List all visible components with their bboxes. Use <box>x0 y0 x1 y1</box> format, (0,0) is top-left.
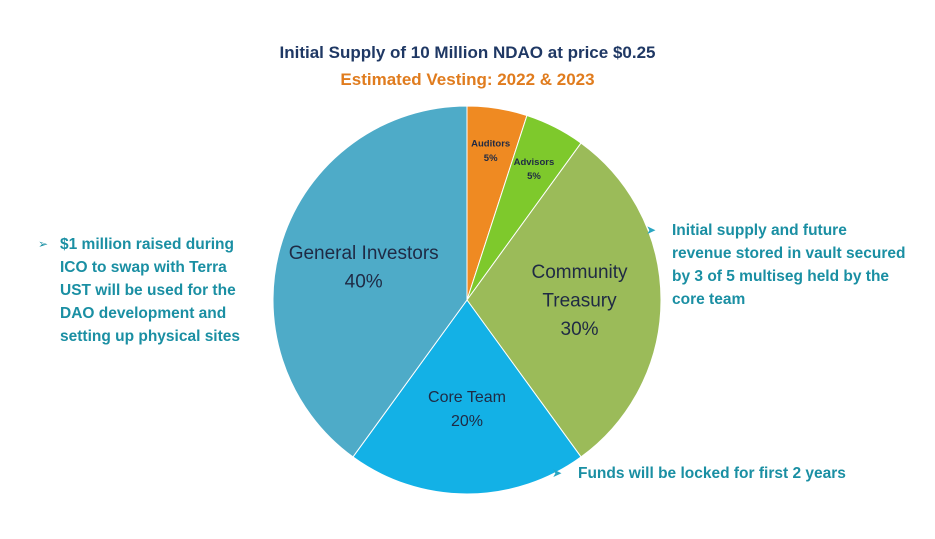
annotation-right-line: Initial supply and future <box>672 222 847 239</box>
annotation-left-line: setting up physical sites <box>60 328 241 345</box>
arrow-bullet-icon: ➤ <box>646 223 657 237</box>
annotation-bottom: ➤ Funds will be locked for first 2 years <box>552 462 918 485</box>
arrow-bullet-icon: ➤ <box>552 466 563 480</box>
annotation-left-line: UST will be used for the <box>60 282 236 299</box>
annotation-right-line: revenue stored in vault secured <box>672 245 906 262</box>
annotation-right: ➤ Initial supply and future revenue stor… <box>646 219 932 311</box>
arrow-bullet-icon: ➢ <box>38 237 49 251</box>
annotation-right-line: by 3 of 5 multiseg held by the <box>672 268 890 285</box>
chart-subtitle: Estimated Vesting: 2022 & 2023 <box>340 70 595 89</box>
annotation-right-line: core team <box>672 291 746 308</box>
pie-slice-core-team <box>352 299 582 495</box>
slice-label-core-team: Core Team 20% <box>428 389 506 430</box>
pie-slice-community-treasury <box>466 142 662 458</box>
annotation-left-line: $1 million raised during <box>60 236 234 253</box>
pie-slice-general-investors <box>272 105 468 458</box>
annotation-left-line: DAO development and <box>60 305 227 322</box>
slice-label-advisors: Advisors 5% <box>514 157 555 182</box>
slice-label-community-treasury: Community Treasury 30% <box>531 262 628 340</box>
annotation-left-line: ICO to swap with Terra <box>60 259 227 276</box>
slice-label-auditors: Auditors 5% <box>471 139 510 164</box>
annotation-bottom-text: Funds will be locked for first 2 years <box>578 465 846 482</box>
chart-title: Initial Supply of 10 Million NDAO at pri… <box>279 43 656 62</box>
annotation-left: ➢ $1 million raised during ICO to swap w… <box>38 233 260 348</box>
slice-label-general-investors: General Investors 40% <box>289 243 439 293</box>
